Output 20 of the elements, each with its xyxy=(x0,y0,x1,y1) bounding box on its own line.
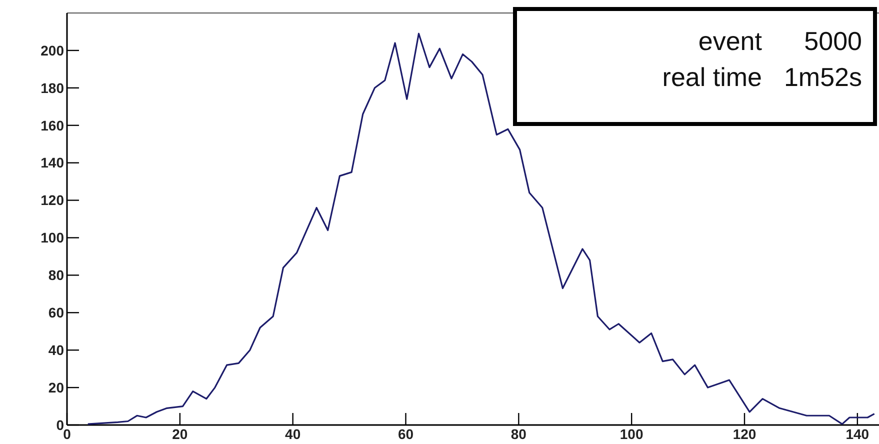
x-tick-label: 140 xyxy=(846,426,870,442)
y-tick-label: 20 xyxy=(48,379,64,396)
y-tick-label: 140 xyxy=(40,154,64,171)
y-tick-label: 80 xyxy=(48,267,64,284)
x-tick-label: 40 xyxy=(285,426,301,442)
y-tick-label: 200 xyxy=(40,42,64,58)
y-tick-label: 160 xyxy=(40,117,64,134)
x-tick-label: 120 xyxy=(732,426,756,442)
x-tick-label: 20 xyxy=(172,426,188,442)
y-tick-label: 180 xyxy=(40,80,64,96)
y-tick-label: 120 xyxy=(40,192,64,208)
x-tick-label: 80 xyxy=(510,426,527,442)
line-series xyxy=(87,32,876,425)
annotation: real time 1m52s xyxy=(662,62,862,92)
y-tick-label: 40 xyxy=(48,342,64,358)
x-tick-label: 100 xyxy=(620,426,644,442)
y-tick-label: 60 xyxy=(48,304,64,321)
text: event 5000 xyxy=(698,26,862,56)
y-tick-label: 100 xyxy=(40,230,64,246)
x-tick-label: 60 xyxy=(398,426,414,442)
